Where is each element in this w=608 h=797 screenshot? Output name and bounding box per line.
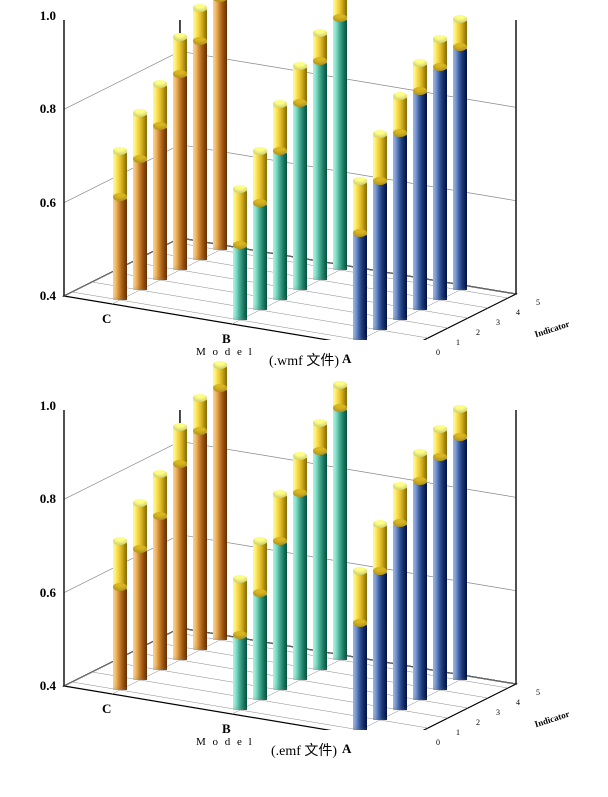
bar-A-4 (433, 20, 447, 300)
bar-C-2 (153, 20, 167, 280)
bar-C-3 (173, 410, 187, 660)
bar-B-3 (293, 20, 307, 290)
bar-A-5 (453, 410, 467, 680)
bar-C-0 (113, 410, 127, 690)
bar-B-2 (273, 410, 287, 690)
chart-panel-wmf: 0.40.60.81.0CBAM o d e l012345Indicator (60, 20, 548, 340)
bar-B-1 (253, 20, 267, 310)
y-tick-2: 2 (476, 328, 480, 337)
x-category-B: B (222, 721, 231, 737)
bar-C-5 (213, 20, 227, 250)
chart-stage-wmf: 0.40.60.81.0CBAM o d e l012345Indicator (60, 20, 548, 340)
bar-C-2 (153, 410, 167, 670)
bar-C-3 (173, 20, 187, 270)
z-tick-0.4: 0.4 (26, 288, 56, 304)
bar-C-0 (113, 20, 127, 300)
bar-B-0 (233, 20, 247, 320)
bar-A-2 (393, 20, 407, 320)
y-tick-1: 1 (456, 338, 460, 347)
chart-stage-emf: 0.40.60.81.0CBAM o d e l012345Indicator (60, 410, 548, 730)
bar-B-2 (273, 20, 287, 300)
bar-A-1 (373, 410, 387, 720)
bar-C-4 (193, 410, 207, 650)
bar-A-4 (433, 410, 447, 690)
bar-C-1 (133, 20, 147, 290)
bar-B-4 (313, 410, 327, 670)
caption-wmf: (.wmf 文件) (0, 350, 608, 370)
y-tick-1: 1 (456, 728, 460, 737)
bar-A-3 (413, 20, 427, 310)
x-category-C: C (102, 701, 111, 717)
bar-B-5 (333, 410, 347, 660)
y-tick-3: 3 (496, 708, 500, 717)
bar-B-5 (333, 20, 347, 270)
caption-emf: (.emf 文件) (0, 740, 608, 760)
bar-A-3 (413, 410, 427, 700)
bar-A-1 (373, 20, 387, 330)
z-tick-1.0: 1.0 (26, 398, 56, 414)
bar-B-3 (293, 410, 307, 680)
bar-A-5 (453, 20, 467, 290)
z-tick-0.8: 0.8 (26, 101, 56, 117)
y-tick-3: 3 (496, 318, 500, 327)
z-tick-0.4: 0.4 (26, 678, 56, 694)
bar-B-1 (253, 410, 267, 700)
bar-B-4 (313, 20, 327, 280)
bar-A-0 (353, 410, 367, 730)
z-tick-0.8: 0.8 (26, 491, 56, 507)
x-category-C: C (102, 311, 111, 327)
z-tick-0.6: 0.6 (26, 585, 56, 601)
y-tick-4: 4 (516, 698, 520, 707)
bar-C-4 (193, 20, 207, 260)
y-tick-2: 2 (476, 718, 480, 727)
page-root: 0.40.60.81.0CBAM o d e l012345Indicator … (0, 0, 608, 797)
bar-A-2 (393, 410, 407, 710)
bar-A-0 (353, 20, 367, 340)
y-tick-5: 5 (536, 298, 540, 307)
z-tick-1.0: 1.0 (26, 8, 56, 24)
y-tick-5: 5 (536, 688, 540, 697)
bar-C-1 (133, 410, 147, 680)
bar-C-5 (213, 410, 227, 640)
bar-B-0 (233, 410, 247, 710)
y-tick-4: 4 (516, 308, 520, 317)
x-category-B: B (222, 331, 231, 347)
chart-panel-emf: 0.40.60.81.0CBAM o d e l012345Indicator (60, 410, 548, 730)
z-tick-0.6: 0.6 (26, 195, 56, 211)
